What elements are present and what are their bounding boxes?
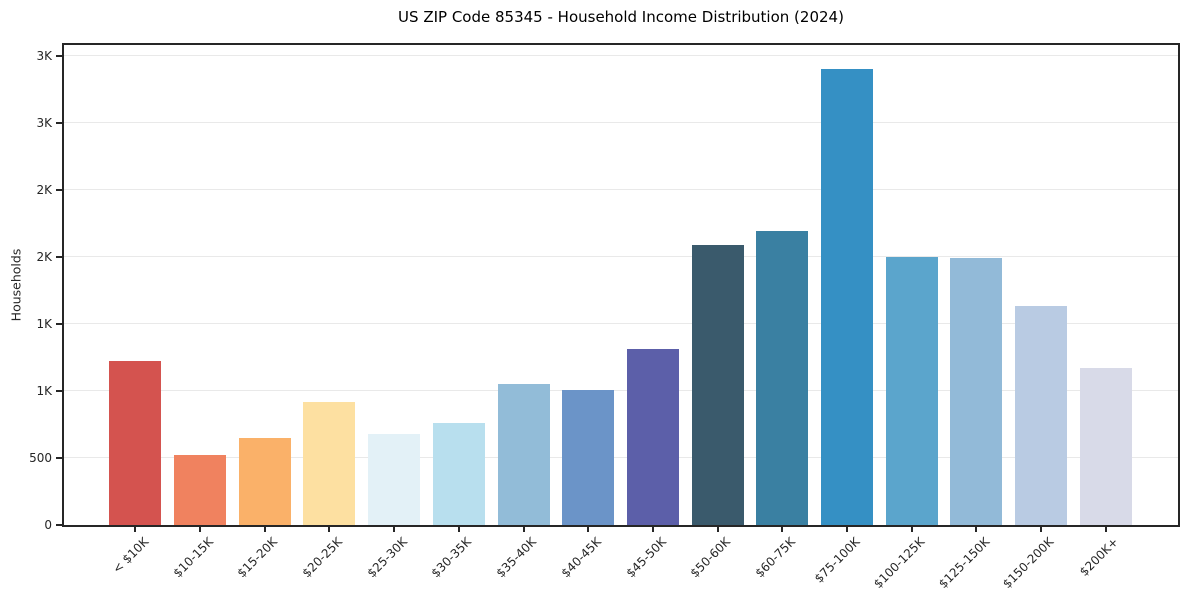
x-tick-mark [1104,527,1107,532]
gridline [64,323,1178,325]
y-tick-mark [56,121,62,124]
y-tick-label: 500 [29,450,52,465]
bar-< $10K [109,361,162,525]
y-tick-label: 2K [36,249,52,264]
x-tick-mark [910,527,913,532]
bar-$75-100K [821,69,873,525]
y-tick-mark [56,188,62,191]
bar-$45-50K [626,349,679,525]
y-tick-label: 3K [36,48,52,63]
bar-$40-45K [562,389,615,525]
bar-$30-35K [432,423,485,525]
x-tick-mark [263,527,266,532]
x-tick-mark [651,527,654,532]
x-tick-mark [134,527,137,532]
x-tick-mark [1040,527,1043,532]
chart-title: US ZIP Code 85345 - Household Income Dis… [398,8,844,26]
x-tick-mark [199,527,201,532]
x-tick-mark [975,527,978,532]
bar-$125-150K [950,257,1003,525]
x-tick-mark [716,527,719,532]
x-tick-mark [587,527,590,532]
bar-$10-15K [174,455,226,525]
gridline [64,256,1178,258]
gridline [64,457,1178,459]
y-tick-mark [56,389,62,392]
gridline [64,55,1178,57]
x-tick-label-anchor: $200K+ [951,533,1121,579]
x-tick-mark [457,527,460,532]
gridline [64,189,1178,191]
x-tick-mark [846,527,848,532]
x-tick-mark [393,527,396,532]
x-tick-mark [522,527,525,532]
bar-$50-60K [691,244,744,525]
y-tick-label: 1K [36,383,52,398]
y-tick-mark [56,524,62,526]
y-tick-mark [56,54,62,57]
bar-$25-30K [368,433,421,525]
plot-area [62,43,1180,527]
x-tick-mark [328,527,331,532]
bar-$35-40K [497,383,550,525]
bar-$20-25K [303,401,356,525]
bar-$200K+ [1079,368,1132,525]
y-tick-label: 2K [36,182,52,197]
bar-$15-20K [238,437,291,525]
y-tick-mark [56,456,62,459]
y-tick-label: 3K [36,115,52,130]
bar-$60-75K [756,231,809,525]
bar-$100-125K [885,256,938,525]
y-tick-mark [56,322,62,325]
gridline [64,390,1178,392]
gridline [64,122,1178,124]
y-tick-mark [56,255,62,258]
bar-$150-200K [1015,306,1068,525]
y-tick-label: 1K [36,316,52,331]
x-tick-mark [781,527,784,532]
x-tick-label: $200K+ [1077,534,1122,579]
y-tick-label: 0 [44,518,52,532]
